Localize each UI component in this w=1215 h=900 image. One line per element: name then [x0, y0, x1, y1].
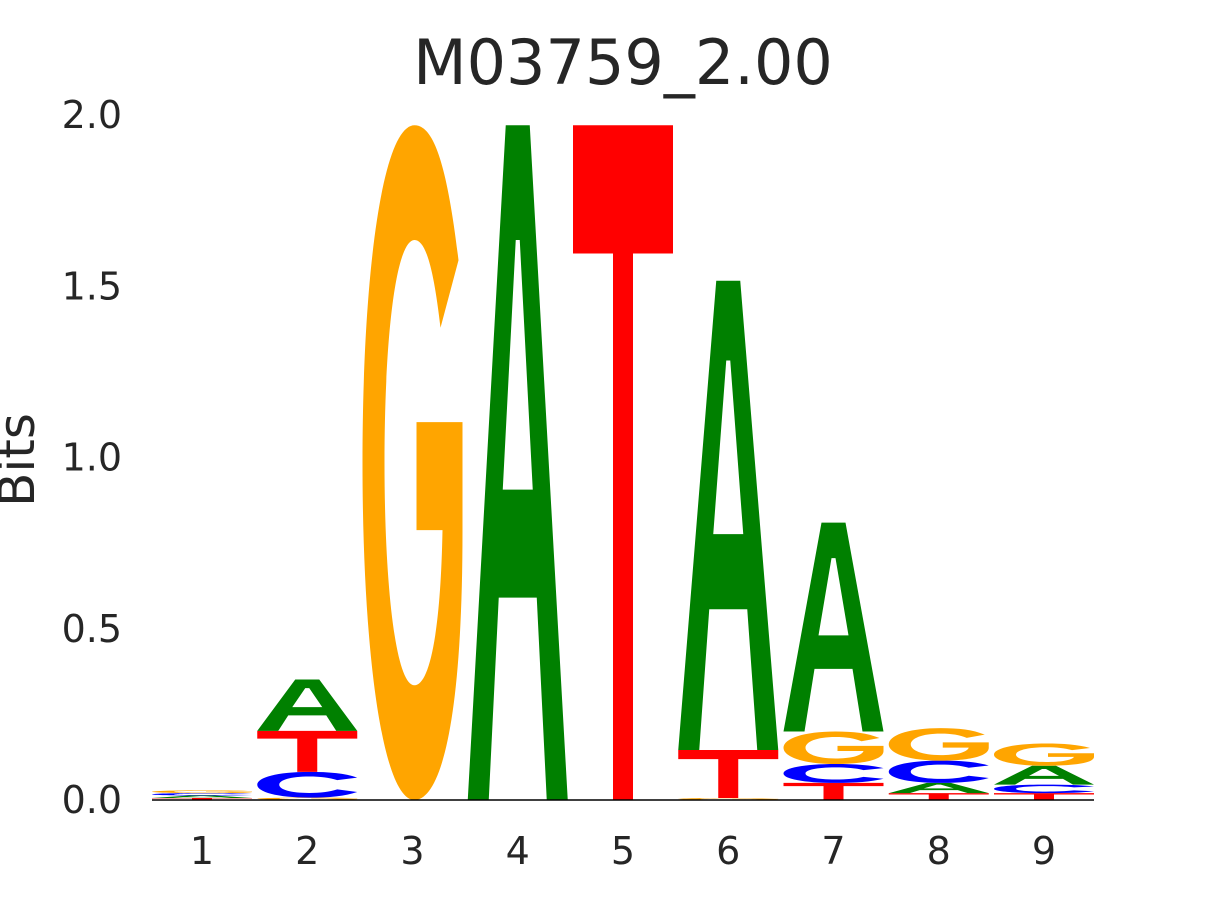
letter-T-position-5 — [573, 125, 673, 800]
letter-A-position-1 — [152, 795, 252, 798]
y-tick-label: 1.0 — [62, 436, 122, 480]
letter-A-position-2 — [257, 679, 358, 731]
letter-G-position-7 — [783, 731, 884, 765]
letter-T-position-1 — [152, 797, 252, 800]
letter-A-position-4 — [467, 125, 568, 800]
letter-A-position-7 — [783, 522, 884, 732]
letter-C-position-9 — [994, 784, 1094, 794]
x-axis-ticks: 1 2 3 4 5 6 7 8 9 — [190, 829, 1056, 873]
x-tick-label: 6 — [716, 829, 740, 873]
y-tick-label: 1.5 — [62, 264, 122, 308]
y-axis-ticks: 0.0 0.5 1.0 1.5 2.0 — [62, 93, 122, 822]
y-tick-label: 2.0 — [62, 93, 122, 137]
letter-T-position-9 — [994, 793, 1094, 800]
letter-G-position-3 — [362, 125, 463, 800]
y-tick-label: 0.0 — [62, 778, 122, 822]
letter-G-position-8 — [888, 728, 989, 761]
letter-A-position-8 — [888, 782, 989, 794]
chart-title: M03759_2.00 — [413, 26, 833, 99]
letter-T-position-8 — [888, 793, 989, 800]
x-tick-label: 2 — [295, 829, 319, 873]
x-tick-label: 1 — [190, 829, 214, 873]
x-tick-label: 5 — [611, 829, 635, 873]
letter-A-position-6 — [678, 280, 779, 750]
letter-T-position-6 — [678, 749, 779, 798]
x-tick-label: 9 — [1032, 829, 1056, 873]
letter-C-position-1 — [152, 793, 252, 796]
letter-C-position-7 — [783, 764, 884, 783]
x-tick-label: 8 — [927, 829, 951, 873]
letter-C-position-8 — [888, 760, 989, 783]
letter-stacks — [152, 125, 1094, 800]
y-tick-label: 0.5 — [62, 607, 122, 651]
letter-A-position-9 — [994, 765, 1094, 785]
letter-G-position-1 — [152, 790, 252, 794]
letter-G-position-9 — [994, 743, 1094, 766]
x-tick-label: 3 — [400, 829, 424, 873]
x-tick-label: 7 — [821, 829, 845, 873]
letter-T-position-2 — [257, 730, 358, 772]
letter-T-position-7 — [783, 782, 884, 800]
x-tick-label: 4 — [506, 829, 530, 873]
letter-C-position-2 — [257, 771, 358, 798]
y-axis-label: Bits — [0, 413, 46, 507]
